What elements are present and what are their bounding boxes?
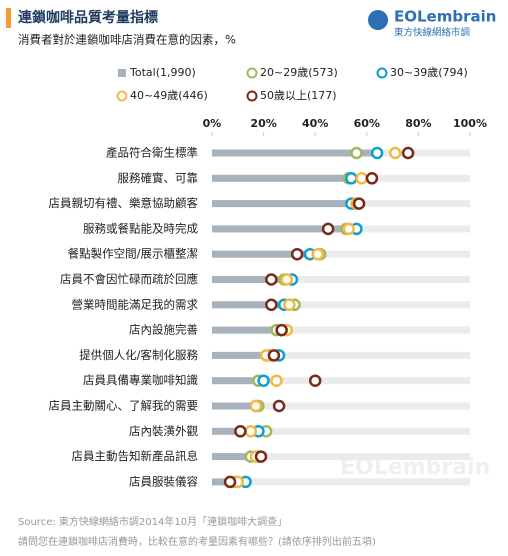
dot: [283, 298, 296, 312]
category-label: 店內裝潢外觀: [129, 424, 198, 438]
dot: [311, 247, 325, 261]
title-accent: [6, 8, 11, 28]
source: Source: 東方快線網絡市調2014年10月「連鎖咖啡大調查」: [18, 515, 287, 528]
dot: [234, 425, 247, 438]
bar: [212, 377, 264, 385]
dot: [275, 323, 288, 337]
bar: [212, 225, 349, 233]
category-label: 提供個人化/客制化服務: [79, 348, 198, 362]
dot: [355, 172, 368, 185]
bar: [212, 427, 256, 435]
category-label: 店員服裝儀容: [129, 474, 198, 488]
bar: [212, 200, 354, 208]
dot: [342, 222, 355, 236]
category-label: 服務或餐點能及時完成: [83, 221, 198, 235]
category-label: 店員主動告知新產品訊息: [72, 449, 199, 463]
track: [212, 377, 470, 385]
dot: [401, 146, 415, 160]
bar: [212, 402, 259, 410]
dot: [249, 399, 263, 413]
dot: [365, 172, 379, 185]
x-tick-label: 60%: [354, 117, 380, 130]
dot: [254, 450, 268, 463]
category-label: 產品符合衛生標準: [106, 146, 198, 160]
logo-subtext: 東方快線網絡市調: [394, 27, 470, 39]
x-tick-label: 20%: [250, 117, 276, 130]
category-label: 店員主動關心、了解我的需要: [49, 399, 199, 413]
track: [212, 250, 470, 258]
legend-swatch: [118, 69, 126, 77]
logo-icon: [368, 10, 388, 30]
dot: [350, 146, 363, 160]
dot: [265, 298, 278, 312]
bar: [212, 174, 357, 182]
bar: [212, 276, 285, 283]
x-tick-label: 40%: [302, 117, 328, 130]
category-label: 服務確實、可靠: [118, 171, 199, 185]
category-label: 店內設施完善: [129, 323, 198, 337]
track: [212, 453, 470, 461]
track: [212, 402, 470, 410]
category-label: 營業時間能滿足我的需求: [72, 297, 199, 311]
track: [212, 351, 470, 359]
chart-subtitle: 消費者對於連鎖咖啡店消費在意的因素，%: [18, 33, 236, 47]
dot: [267, 349, 281, 362]
dot: [370, 146, 384, 160]
x-tick-label: 80%: [405, 117, 431, 130]
category-label: 店員具備專業咖啡知識: [83, 373, 198, 387]
dot: [388, 146, 402, 160]
logo-text: EOLembrain: [394, 8, 496, 26]
dot: [265, 273, 278, 286]
track: [212, 276, 470, 283]
dot: [272, 399, 286, 413]
bar: [212, 149, 375, 157]
dot: [345, 172, 358, 185]
legend-swatch: [246, 90, 258, 102]
track: [212, 427, 470, 435]
legend-label: 20~29歲(573): [260, 65, 338, 79]
dot: [223, 475, 237, 489]
category-label: 店員不會因忙碌而疏於回應: [60, 272, 198, 286]
legend-label: 40~49歲(446): [130, 88, 208, 102]
track: [212, 301, 470, 309]
dot: [270, 374, 283, 387]
bar: [212, 326, 282, 334]
note: 請問您在連鎖咖啡店消費時，比較在意的考量因素有哪些？(請依序排列出前五項): [18, 535, 376, 548]
track: [212, 478, 470, 486]
legend-swatch: [376, 67, 388, 79]
x-tick-label: 0%: [203, 117, 222, 130]
dot: [308, 374, 322, 387]
bar: [212, 351, 274, 359]
legend-label: 30~39歲(794): [390, 65, 468, 79]
dot: [257, 374, 270, 387]
dot: [290, 247, 304, 261]
dot: [244, 425, 257, 438]
dot: [321, 222, 335, 236]
category-label: 餐點製作空間/展示櫃整潔: [68, 247, 198, 261]
track: [212, 326, 470, 334]
dot: [352, 197, 366, 210]
category-label: 店員親切有禮、樂意協助顧客: [49, 196, 199, 210]
bar: [212, 453, 256, 461]
legend-label: Total(1,990): [129, 66, 196, 79]
x-tick-label: 100%: [453, 117, 487, 130]
bar: [212, 250, 311, 258]
legend-label: 50歲以上(177): [260, 88, 337, 102]
chart-title: 連鎖咖啡品質考量指標: [18, 9, 158, 26]
legend-swatch: [116, 90, 128, 102]
legend-swatch: [246, 67, 258, 79]
dot: [280, 273, 294, 286]
bar: [212, 301, 285, 309]
